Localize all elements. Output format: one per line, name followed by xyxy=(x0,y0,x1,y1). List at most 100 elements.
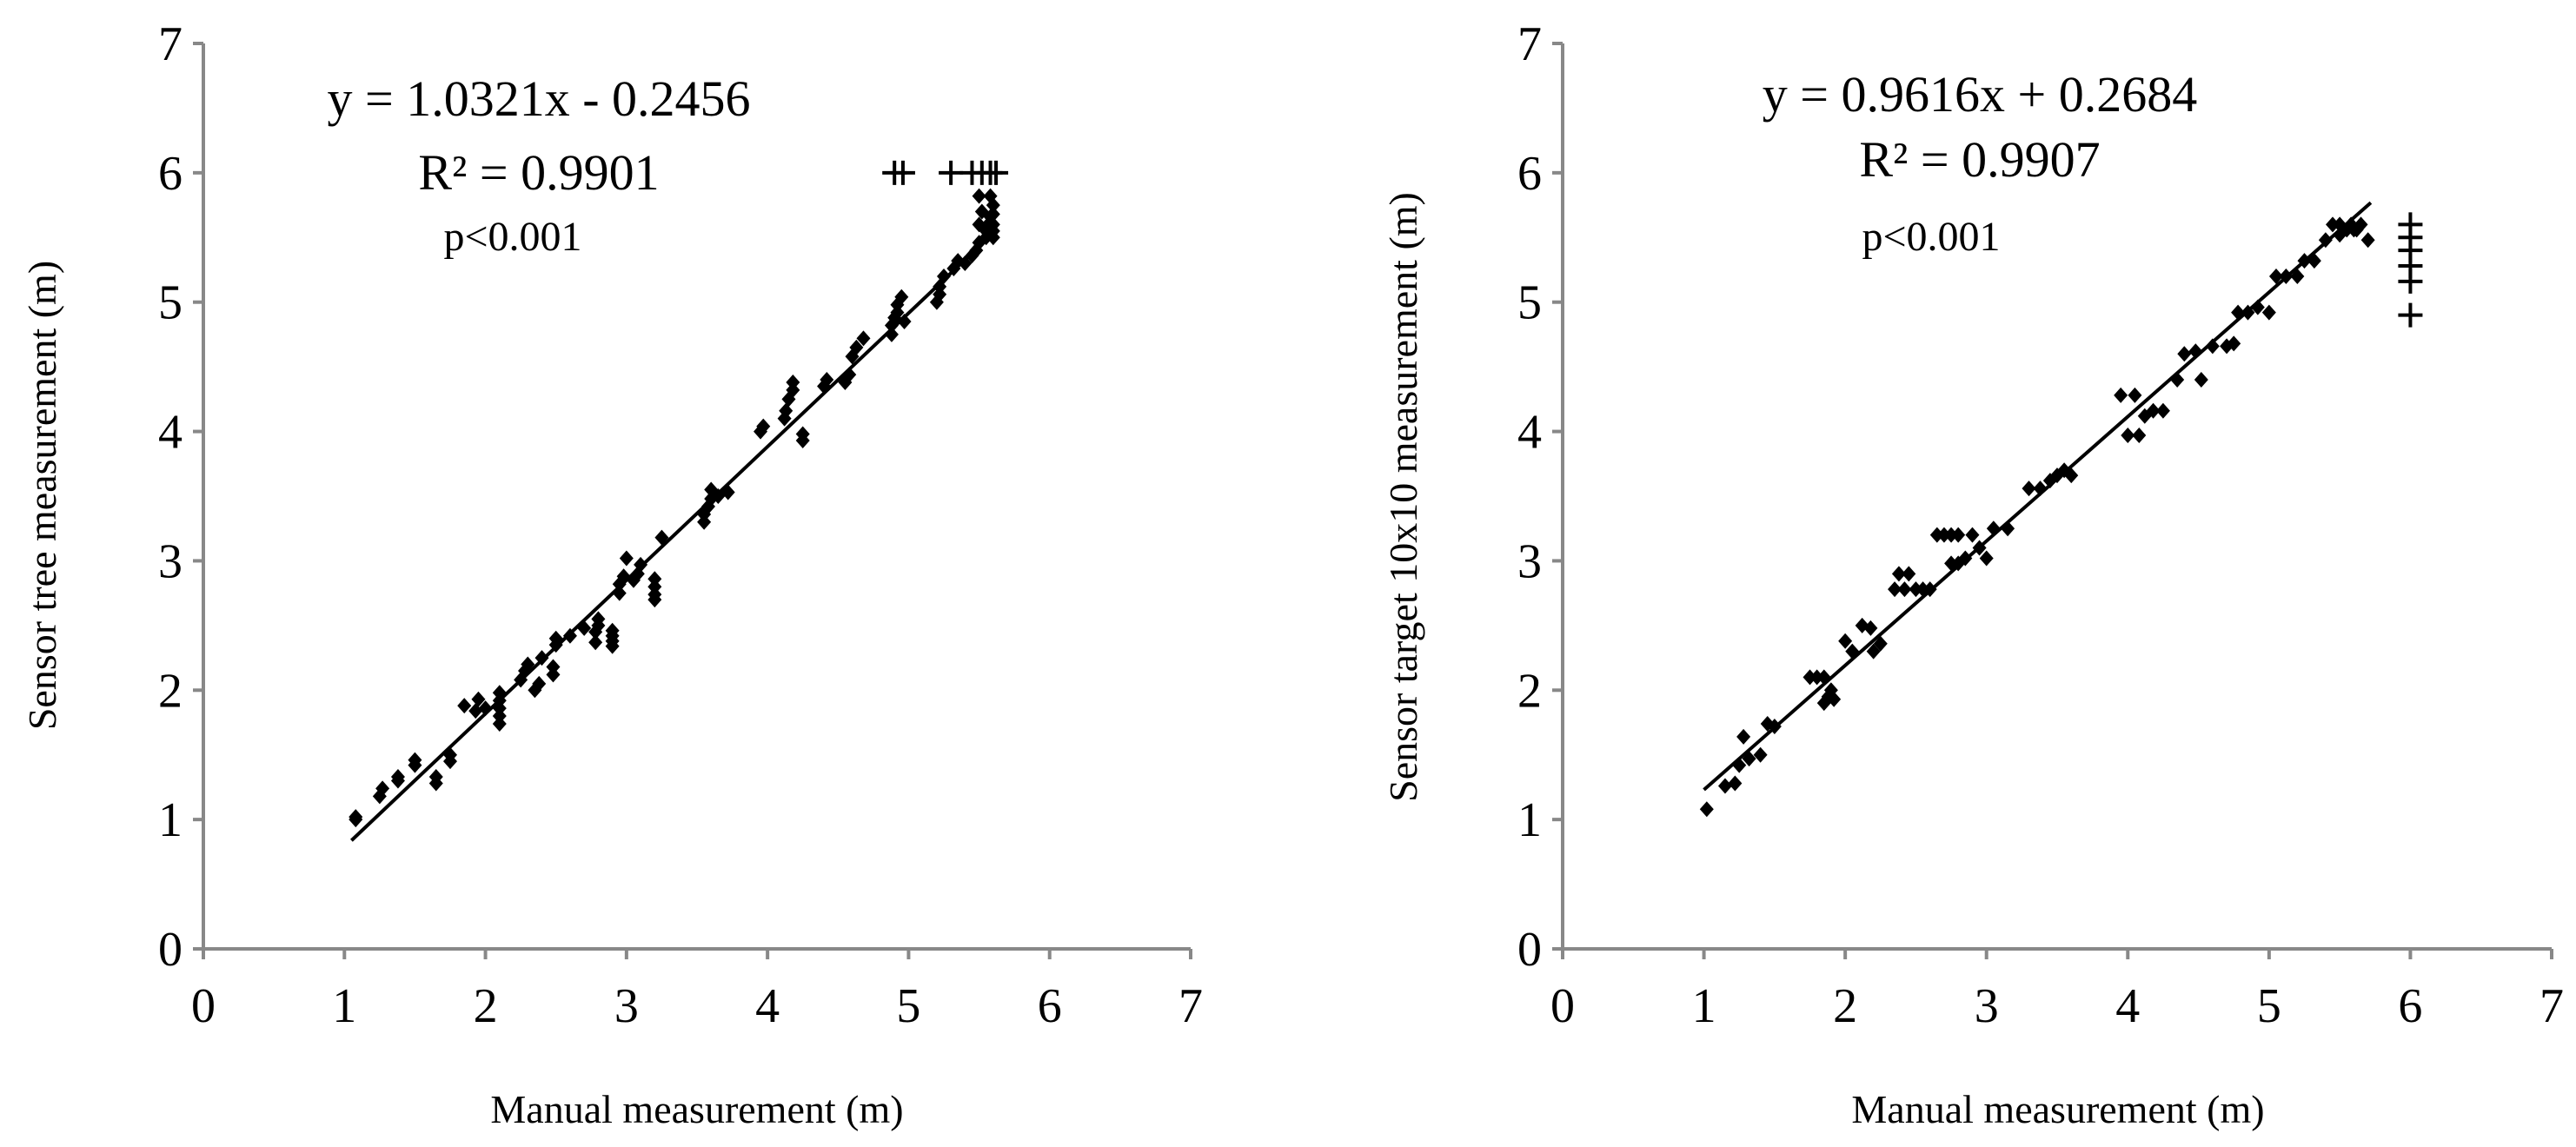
axis-ticks: 0 1 2 3 4 5 6 7 0 1 2 3 4 5 6 7 xyxy=(158,17,1203,1033)
data-point xyxy=(1717,778,1732,794)
data-point-cross xyxy=(984,160,1009,185)
x-tick-label: 3 xyxy=(1975,979,1999,1033)
data-point xyxy=(756,418,771,434)
data-point xyxy=(2128,387,2142,403)
x-tick-label: 1 xyxy=(332,979,356,1033)
data-point xyxy=(2132,428,2147,444)
data-point xyxy=(2146,402,2161,419)
data-point xyxy=(1944,527,1959,543)
x-tick-label: 6 xyxy=(1038,979,1062,1033)
data-point xyxy=(2155,402,2170,419)
data-point xyxy=(2268,268,2283,284)
x-tick-label: 4 xyxy=(755,979,780,1033)
data-point xyxy=(468,703,483,719)
data-point xyxy=(619,550,634,567)
y-tick-label: 0 xyxy=(1517,923,1542,977)
data-point xyxy=(1866,643,1881,660)
y-tick-label: 6 xyxy=(1517,147,1542,201)
data-point xyxy=(647,571,662,587)
data-point xyxy=(1809,669,1824,686)
y-tick-label: 1 xyxy=(1517,793,1542,847)
data-point-cross xyxy=(939,160,964,185)
data-point xyxy=(428,769,443,786)
data-point xyxy=(588,634,603,651)
data-point xyxy=(390,769,405,786)
x-tick-label: 5 xyxy=(2257,979,2281,1033)
y-tick-label: 2 xyxy=(1517,664,1542,718)
y-tick-label: 5 xyxy=(1517,276,1542,330)
x-tick-label: 0 xyxy=(191,979,216,1033)
x-tick-label: 3 xyxy=(614,979,639,1033)
x-tick-label: 0 xyxy=(1550,979,1575,1033)
data-point-cross xyxy=(890,160,915,185)
data-point xyxy=(1699,801,1714,818)
data-point xyxy=(1979,550,1994,567)
data-point xyxy=(856,330,871,347)
data-point xyxy=(2360,232,2375,249)
x-tick-label: 6 xyxy=(2398,979,2422,1033)
trendline xyxy=(350,229,998,842)
data-point-cross xyxy=(2398,269,2423,294)
y-tick-label: 4 xyxy=(1517,406,1542,460)
data-point xyxy=(986,216,1000,233)
data-point xyxy=(1936,527,1951,543)
data-point xyxy=(2326,216,2340,233)
p-value-label: p<0.001 xyxy=(1862,214,2000,260)
data-point xyxy=(1951,527,1966,543)
data-point xyxy=(605,622,620,639)
data-point xyxy=(2194,372,2208,388)
data-point xyxy=(2261,304,2276,321)
data-point xyxy=(1827,691,1842,707)
data-point xyxy=(1902,566,1916,582)
data-point xyxy=(779,402,793,419)
data-point xyxy=(897,314,912,330)
data-point xyxy=(1929,527,1944,543)
data-point xyxy=(1736,728,1751,745)
data-point xyxy=(591,611,606,627)
data-point xyxy=(2177,346,2192,362)
x-tick-label: 7 xyxy=(1178,979,1203,1033)
x-tick-label: 1 xyxy=(1692,979,1716,1033)
data-point xyxy=(408,752,422,768)
data-point xyxy=(1891,566,1906,582)
x-tick-label: 4 xyxy=(2115,979,2140,1033)
data-point xyxy=(2022,481,2036,497)
data-point xyxy=(972,188,986,204)
x-tick-label: 2 xyxy=(1833,979,1857,1033)
y-tick-label: 1 xyxy=(158,793,183,847)
y-tick-label: 7 xyxy=(158,17,183,71)
y-tick-label: 3 xyxy=(158,534,183,588)
chart-right: Sensor target 10x10 measurement (m) Manu… xyxy=(1381,17,2564,1131)
data-point xyxy=(349,812,363,828)
data-point xyxy=(546,659,561,675)
data-point xyxy=(1803,669,1817,686)
y-tick-label: 2 xyxy=(158,664,183,718)
data-point xyxy=(1753,746,1768,763)
data-point xyxy=(937,268,951,284)
x-tick-label: 5 xyxy=(896,979,920,1033)
data-point xyxy=(1728,775,1743,792)
r-squared-label: R² = 0.9901 xyxy=(418,144,659,201)
y-tick-label: 5 xyxy=(158,276,183,330)
data-point xyxy=(2347,222,2361,238)
data-point xyxy=(894,288,909,305)
data-point xyxy=(786,375,800,391)
data-point xyxy=(986,206,1000,222)
data-point xyxy=(1888,581,1902,598)
trendline xyxy=(1703,201,2373,792)
r-squared-label: R² = 0.9907 xyxy=(1859,131,2100,188)
data-point xyxy=(1863,620,1878,636)
x-axis-title: Manual measurement (m) xyxy=(490,1087,903,1131)
data-point xyxy=(820,372,834,388)
p-value-label: p<0.001 xyxy=(443,214,581,260)
chart-left: Sensor tree measurement (m) Manual measu… xyxy=(20,17,1203,1131)
y-axis-title: Sensor tree measurement (m) xyxy=(20,261,64,730)
y-tick-label: 3 xyxy=(1517,534,1542,588)
data-point xyxy=(2205,338,2220,355)
data-point xyxy=(457,698,472,714)
trendline-equation: y = 0.9616x + 0.2684 xyxy=(1763,66,2197,123)
data-point-cross xyxy=(2398,302,2423,328)
y-tick-label: 6 xyxy=(158,147,183,201)
